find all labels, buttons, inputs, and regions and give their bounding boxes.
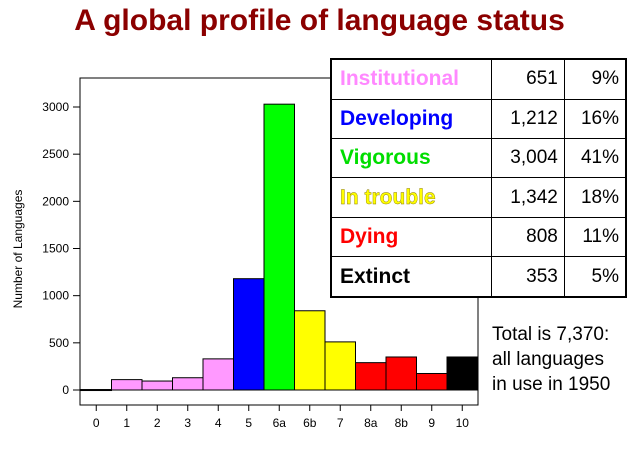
x-axis-ticks: 0 1 2 3 4 5 6a 6b 7 8a 8b 9 10: [93, 405, 469, 430]
status-count: 808: [491, 216, 565, 258]
y-tick-label: 0: [62, 383, 69, 397]
y-tick-label: 2000: [42, 194, 69, 208]
bar-6b: [294, 310, 326, 391]
total-note-line: Total is 7,370:: [492, 324, 610, 345]
status-table: Institutional 651 9% Developing 1,212 16% Vigo…: [330, 58, 627, 299]
x-tick-label: 3: [184, 416, 191, 430]
status-percent: 41%: [563, 137, 627, 179]
total-note-line: in use in 1950: [492, 374, 611, 395]
x-tick-label: 1: [123, 416, 130, 430]
status-row: Extinct 353 5%: [330, 256, 627, 299]
bars: [80, 103, 478, 392]
status-percent: 18%: [563, 177, 627, 218]
status-label: Extinct: [330, 256, 493, 299]
status-percent: 5%: [563, 256, 627, 299]
x-tick-label: 9: [428, 416, 435, 430]
status-label: Vigorous: [330, 137, 493, 179]
x-tick-label: 4: [215, 416, 222, 430]
bar-5: [233, 278, 265, 391]
total-note-line: all languages: [492, 349, 604, 370]
status-row: Dying 808 11%: [330, 216, 627, 258]
x-tick-label: 8b: [395, 416, 409, 430]
bar-2: [141, 380, 173, 391]
status-percent: 11%: [563, 216, 627, 258]
bar-10: [446, 356, 478, 391]
x-tick-label: 6a: [273, 416, 287, 430]
y-tick-label: 1500: [42, 242, 69, 256]
status-count: 651: [491, 58, 565, 100]
status-label: Dying: [330, 216, 493, 258]
y-tick-label: 3000: [42, 100, 69, 114]
status-percent: 9%: [563, 58, 627, 100]
x-tick-label: 10: [456, 416, 470, 430]
y-tick-label: 500: [49, 336, 69, 350]
total-note: Total is 7,370: all languages in use in …: [492, 322, 637, 397]
x-tick-label: 2: [154, 416, 161, 430]
status-row: In trouble 1,342 18%: [330, 177, 627, 218]
bar-6a: [263, 103, 295, 391]
status-count: 1,342: [491, 177, 565, 218]
bar-8b: [385, 356, 417, 391]
x-tick-label: 6b: [303, 416, 317, 430]
x-tick-label: 8a: [364, 416, 378, 430]
bar-0: [80, 389, 112, 392]
bar-4: [202, 358, 234, 391]
status-count: 3,004: [491, 137, 565, 179]
bar-1: [111, 379, 143, 391]
status-row: Vigorous 3,004 41%: [330, 137, 627, 179]
status-label: Developing: [330, 98, 493, 139]
bar-3: [172, 377, 204, 391]
y-tick-label: 2500: [42, 147, 69, 161]
x-tick-label: 0: [93, 416, 100, 430]
status-row: Developing 1,212 16%: [330, 98, 627, 139]
y-tick-label: 1000: [42, 289, 69, 303]
y-axis-ticks: 0 500 1000 1500 2000 2500 3000: [42, 100, 80, 397]
status-count: 1,212: [491, 98, 565, 139]
status-row: Institutional 651 9%: [330, 58, 627, 100]
status-label: Institutional: [330, 58, 493, 100]
status-label: In trouble: [330, 177, 493, 218]
chart-title: A global profile of language status: [74, 4, 565, 37]
status-percent: 16%: [563, 98, 627, 139]
bar-8a: [355, 362, 387, 391]
x-tick-label: 5: [245, 416, 252, 430]
x-tick-label: 7: [337, 416, 344, 430]
bar-7: [324, 341, 356, 391]
status-count: 353: [491, 256, 565, 299]
y-axis-label: Number of Languages: [11, 190, 25, 309]
bar-9: [416, 372, 448, 391]
